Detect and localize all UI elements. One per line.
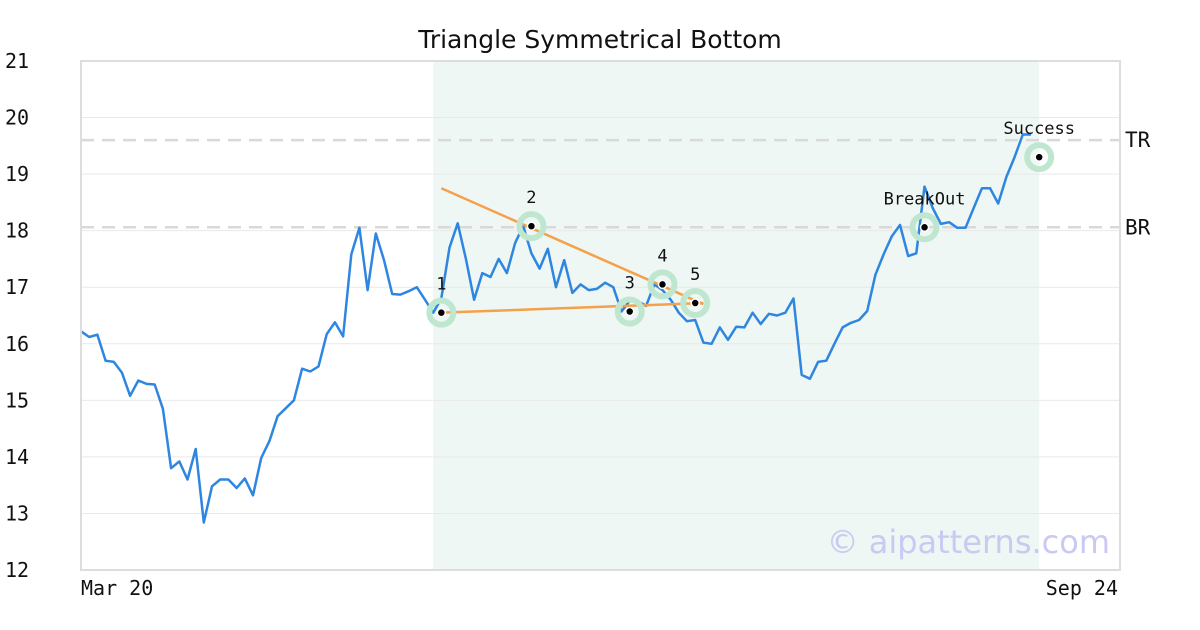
- point-halo-5: [680, 288, 711, 319]
- pattern-points: 1 2 3 4 5 BreakOut Success: [426, 119, 1075, 328]
- lower-trendline: [441, 301, 704, 314]
- pattern-window: [433, 61, 1040, 570]
- point-marker-breakout: [919, 222, 930, 233]
- y-tick-label: 20: [5, 106, 29, 130]
- price-line: [80, 133, 1031, 524]
- y-tick-label: 13: [5, 501, 29, 525]
- watermark-layer: © aipatterns.com: [827, 523, 1110, 561]
- y-tick-label: 12: [5, 558, 29, 582]
- chart-title: Triangle Symmetrical Bottom: [417, 25, 782, 54]
- point-marker-2: [526, 221, 537, 231]
- point-label-3: 3: [625, 274, 635, 294]
- point-halo-3: [614, 296, 645, 327]
- y-tick-label: 14: [5, 445, 29, 469]
- plot-frame: [80, 60, 1121, 571]
- y-tick-label: 21: [5, 49, 29, 73]
- x-tick-label-start: Mar 20: [81, 576, 153, 600]
- x-tick-label-end: Sep 24: [1046, 576, 1118, 600]
- chart-background: [433, 61, 1040, 570]
- y-tick-label: 18: [5, 219, 29, 243]
- watermark: © aipatterns.com: [827, 523, 1110, 561]
- y-tick-label: 17: [5, 275, 29, 299]
- point-marker-success: [1034, 152, 1044, 162]
- point-halo-success: [1024, 142, 1055, 173]
- point-marker-1: [436, 307, 447, 318]
- point-halo-4: [647, 269, 678, 300]
- level-label-tr: TR: [1125, 128, 1151, 152]
- point-halo-2: [516, 211, 547, 242]
- point-label-success: Success: [1003, 119, 1075, 139]
- level-lines: TR BR: [81, 128, 1151, 239]
- point-marker-4: [657, 279, 668, 290]
- point-marker-5: [690, 298, 700, 308]
- level-label-br: BR: [1125, 215, 1151, 239]
- point-label-5: 5: [690, 265, 700, 285]
- point-label-4: 4: [657, 246, 667, 266]
- y-tick-label: 15: [5, 388, 29, 412]
- point-halo-breakout: [909, 212, 940, 243]
- point-label-1: 1: [436, 275, 446, 295]
- point-marker-3: [624, 306, 635, 317]
- y-tick-label: 16: [5, 332, 29, 356]
- point-label-breakout: BreakOut: [884, 189, 966, 209]
- y-tick-label: 19: [5, 162, 29, 186]
- point-halo-1: [426, 297, 457, 328]
- price-series: [80, 133, 1031, 524]
- point-label-2: 2: [526, 188, 536, 208]
